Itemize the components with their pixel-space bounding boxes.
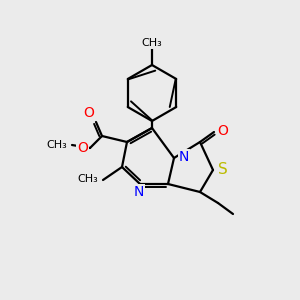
Text: O: O xyxy=(83,106,94,120)
Text: N: N xyxy=(134,185,144,199)
Text: N: N xyxy=(179,150,189,164)
Text: CH₃: CH₃ xyxy=(142,38,162,48)
Text: S: S xyxy=(218,163,228,178)
Text: CH₃: CH₃ xyxy=(46,140,67,150)
Text: O: O xyxy=(77,141,88,155)
Text: CH₃: CH₃ xyxy=(77,174,98,184)
Text: O: O xyxy=(217,124,228,138)
